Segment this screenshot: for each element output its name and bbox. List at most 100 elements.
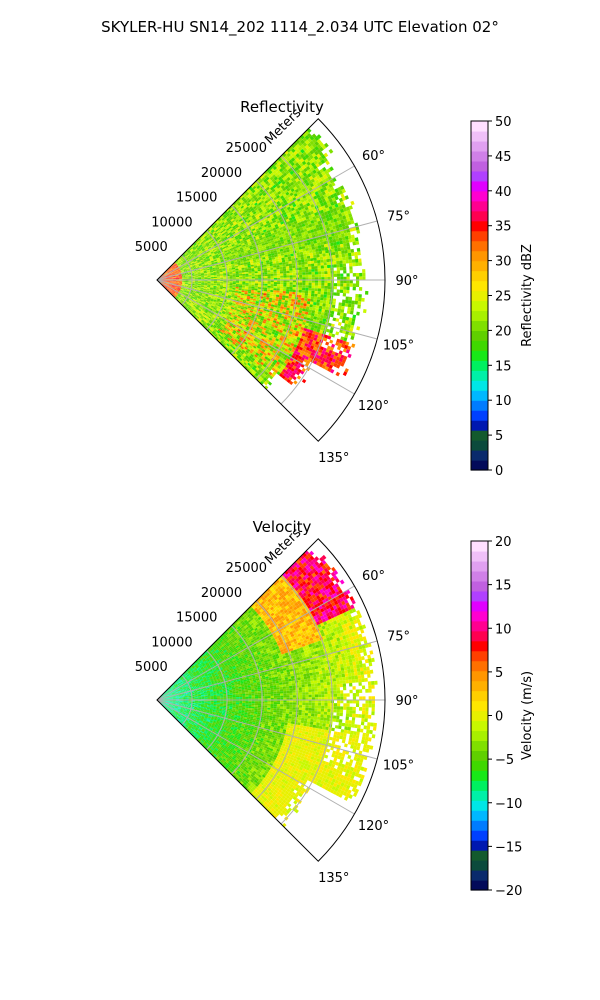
data-cell: [286, 275, 289, 277]
data-cell: [309, 253, 313, 256]
data-cell: [320, 297, 323, 300]
data-cell: [217, 281, 220, 282]
data-cell: [279, 295, 282, 298]
data-cell: [302, 283, 305, 286]
data-cell: [255, 273, 258, 275]
data-cell: [264, 289, 267, 291]
data-cell: [297, 300, 300, 303]
data-cell: [264, 284, 267, 286]
data-cell: [251, 287, 254, 289]
data-cell: [214, 282, 217, 283]
data-cell: [318, 309, 322, 312]
data-cell: [189, 281, 192, 282]
data-cell: [327, 262, 330, 265]
data-cell: [242, 274, 245, 276]
data-cell: [245, 272, 248, 274]
data-cell: [327, 292, 330, 295]
data-cell: [305, 290, 308, 293]
data-cell: [276, 265, 279, 267]
data-cell: [304, 301, 308, 304]
data-cell: [313, 258, 316, 261]
data-cell: [248, 270, 251, 272]
data-cell: [323, 298, 326, 301]
data-cell: [302, 264, 305, 267]
data-cell: [292, 263, 295, 266]
data-cell: [251, 271, 254, 273]
data-cell: [201, 278, 204, 279]
data-cell: [255, 275, 258, 277]
data-cell: [258, 276, 261, 278]
data-cell: [316, 305, 320, 308]
data-cell: [302, 288, 305, 291]
data-cell: [223, 282, 226, 283]
data-cell: [258, 273, 261, 275]
data-cell: [274, 282, 277, 284]
data-cell: [313, 305, 317, 308]
data-cell: [305, 264, 308, 267]
data-cell: [305, 275, 308, 278]
data-cell: [314, 294, 317, 297]
data-cell: [220, 278, 223, 279]
data-cell: [311, 263, 314, 266]
data-cell: [318, 283, 321, 286]
data-cell: [326, 256, 330, 259]
data-cell: [299, 270, 302, 273]
data-cell: [293, 275, 296, 277]
data-cell: [299, 287, 302, 290]
data-cell: [248, 272, 251, 274]
data-cell: [293, 270, 296, 273]
data-cell: [308, 264, 311, 267]
data-cell: [242, 281, 245, 283]
data-cell: [324, 295, 327, 298]
data-cell: [322, 306, 326, 309]
data-cell: [311, 296, 314, 299]
data-cell: [273, 270, 276, 272]
data-cell: [236, 273, 239, 275]
data-cell: [312, 285, 315, 288]
data-cell: [223, 275, 226, 276]
data-cell: [299, 275, 302, 278]
data-cell: [270, 270, 273, 272]
data-cell: [306, 304, 310, 307]
data-cell: [280, 282, 283, 284]
data-cell: [325, 307, 329, 310]
data-cell: [302, 285, 305, 288]
data-cell: [277, 271, 280, 273]
data-cell: [308, 272, 311, 275]
data-cell: [277, 286, 280, 288]
data-cell: [324, 262, 327, 265]
data-cell: [230, 277, 233, 278]
data-cell: [273, 292, 276, 294]
data-cell: [304, 259, 307, 262]
data-cell: [217, 278, 220, 279]
data-cell: [301, 298, 304, 301]
data-cell: [245, 275, 248, 277]
data-cell: [323, 256, 327, 259]
data-cell: [321, 289, 324, 292]
data-cell: [267, 284, 270, 286]
data-cell: [264, 287, 267, 289]
data-cell: [258, 282, 261, 284]
data-cell: [195, 281, 198, 282]
data-cell: [318, 274, 321, 277]
data-cell: [198, 281, 201, 282]
data-cell: [327, 271, 330, 274]
data-cell: [321, 309, 325, 312]
data-cell: [308, 293, 311, 296]
data-cell: [319, 254, 323, 257]
data-cell: [239, 273, 242, 275]
data-cell: [305, 293, 308, 296]
data-cell: [280, 289, 283, 291]
data-cell: [245, 286, 248, 288]
data-cell: [298, 297, 301, 300]
data-cell: [274, 276, 277, 278]
data-cell: [315, 286, 318, 289]
data-cell: [317, 263, 320, 266]
data-cell: [267, 290, 270, 292]
data-cell: [245, 270, 248, 272]
data-cell: [298, 265, 301, 268]
data-cell: [304, 296, 307, 299]
data-cell: [299, 267, 302, 270]
data-cell: [211, 277, 214, 278]
data-cell: [214, 277, 217, 278]
